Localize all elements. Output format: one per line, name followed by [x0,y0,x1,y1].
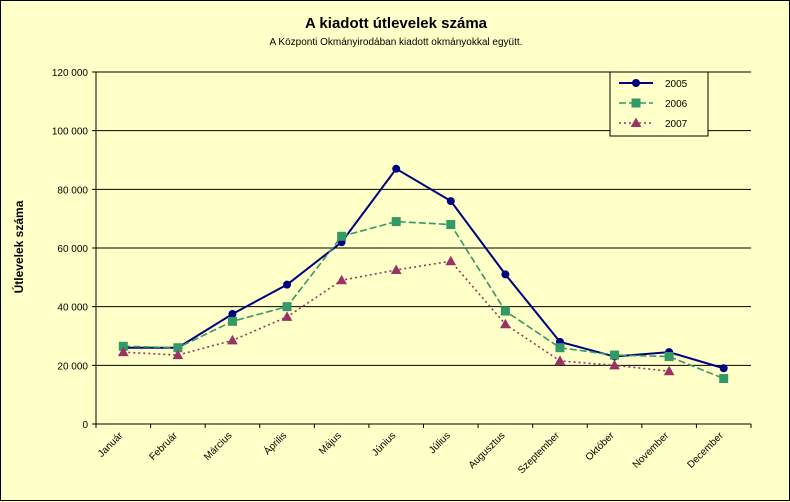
data-point [500,306,510,316]
data-point [554,355,566,365]
data-point [445,255,457,266]
data-point [663,365,675,376]
chart-subtitle: A Központi Okmányirodában kiadott okmány… [270,37,523,48]
y-tick-label: 80 000 [57,185,88,196]
legend-label: 2005 [665,79,688,90]
x-tick-label: Augusztus [467,430,508,471]
x-tick-label: Március [202,430,235,463]
data-point [630,117,642,127]
legend-label: 2007 [665,119,688,130]
data-point [632,79,640,87]
data-point [283,280,292,289]
data-point [390,264,402,274]
series-2006 [118,217,729,384]
data-point [227,316,237,326]
data-point [631,98,641,108]
data-point [337,231,347,241]
data-point [282,302,292,312]
x-tick-label: Június [370,430,398,458]
series-group [117,164,729,384]
x-tick-label: Április [261,429,289,457]
y-tick-label: 0 [82,420,88,431]
data-point [391,217,401,227]
data-point [336,274,347,285]
y-tick-label: 100 000 [52,127,89,138]
data-point [392,164,401,173]
data-point [117,346,129,357]
x-tick-label: November [631,430,672,471]
x-tick-label: Szeptember [516,430,562,476]
data-point [719,364,728,373]
legend-box [609,71,709,137]
x-tick-label: Február [147,430,180,463]
y-tick-label: 60 000 [57,244,88,255]
data-point [610,350,620,360]
legend-item: 2007 [619,117,688,130]
y-tick-label: 120 000 [52,68,89,79]
x-tick-label: Július [427,430,453,456]
x-tick-label: Október [584,430,617,463]
chart-title: A kiadott útlevelek száma [305,15,488,32]
series-line [123,220,725,380]
x-tick-label: December [685,430,726,471]
y-tick-label: 20 000 [57,361,88,372]
legend-item: 2005 [619,79,688,90]
legend: 2005 2006 2007 [609,71,709,137]
legend-label: 2006 [665,99,688,110]
y-tick-label: 40 000 [57,303,88,314]
data-point [719,374,729,384]
y-axis-label: Útlevelek száma [11,200,26,293]
data-point [609,359,620,370]
x-tick-label: Január [96,430,126,460]
data-point [500,318,511,329]
data-point [281,311,293,321]
data-point [555,343,565,353]
data-point [446,197,455,206]
data-point [227,334,238,345]
legend-item: 2006 [619,98,688,110]
data-point [501,270,510,279]
series-2007 [117,255,675,376]
data-point [446,220,456,230]
data-point [664,352,674,362]
data-point [228,310,237,318]
data-point [172,349,184,360]
x-tick-label: Május [317,430,344,457]
